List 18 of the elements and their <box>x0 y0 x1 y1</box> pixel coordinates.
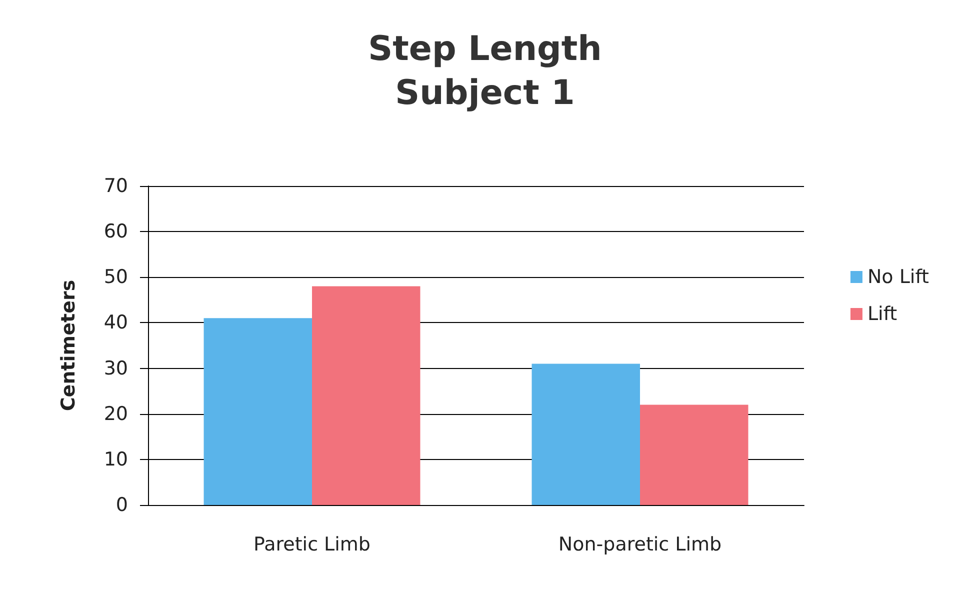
legend-label: Lift <box>867 303 898 325</box>
x-tick-label: Non-paretic Limb <box>558 534 722 556</box>
y-tick-label: 0 <box>116 494 128 516</box>
y-tick-label: 30 <box>104 357 128 380</box>
y-tick-label: 10 <box>104 448 128 470</box>
y-tick-label: 40 <box>104 312 128 334</box>
y-tick-label: 70 <box>104 175 128 197</box>
x-tick-label: Paretic Limb <box>254 534 370 556</box>
y-tick-label: 60 <box>104 220 128 243</box>
legend-label: No Lift <box>867 266 929 288</box>
y-tick-label: 50 <box>104 266 128 288</box>
y-axis-title: Centimeters <box>58 280 80 412</box>
bar <box>204 318 312 505</box>
y-tick-label: 20 <box>104 402 128 425</box>
bar <box>532 364 640 505</box>
bar <box>312 286 420 505</box>
chart-title: Step Length Subject 1 <box>368 29 602 113</box>
bar <box>640 404 748 505</box>
